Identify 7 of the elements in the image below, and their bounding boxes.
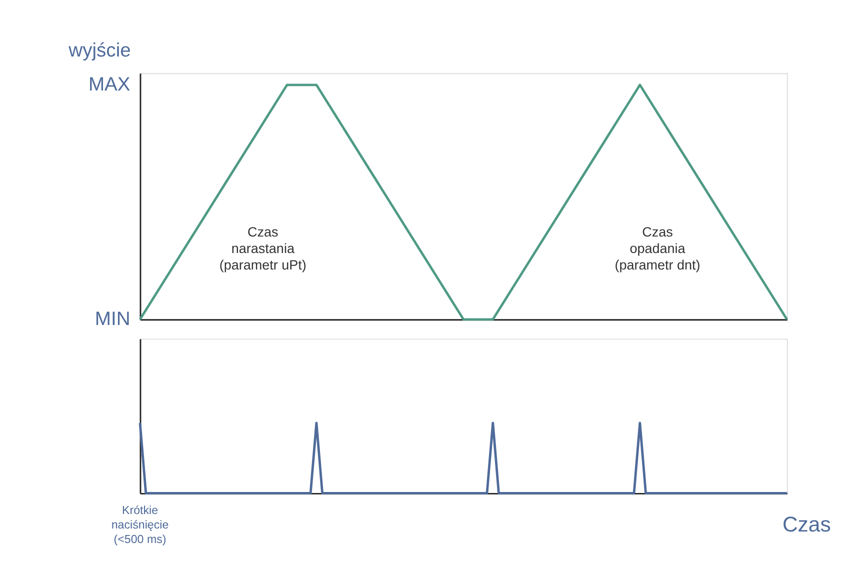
y-axis-title: wyjście (68, 40, 131, 62)
x-axis-title: Czas (782, 512, 831, 536)
annotation: Czas narastania (parametr uPt) (219, 224, 306, 272)
text: MAX (88, 74, 130, 96)
text: MIN (94, 309, 130, 330)
text: Krótkie naciśnięcie (<500 ms) (111, 505, 169, 546)
annotation: Czas opadania (parametr dnt) (614, 224, 700, 272)
